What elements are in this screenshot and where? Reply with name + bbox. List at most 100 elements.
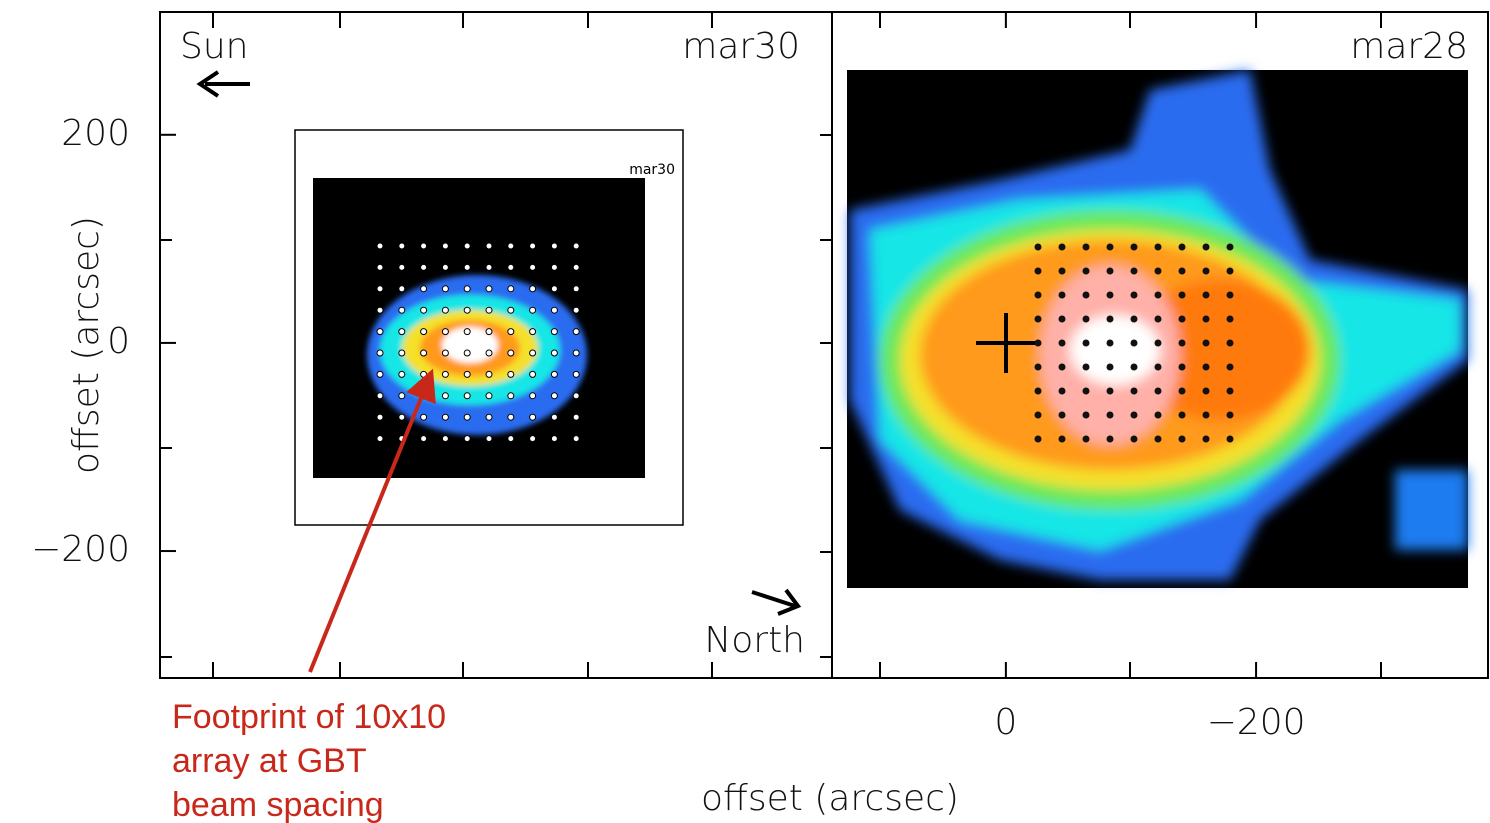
beam-dot	[442, 329, 448, 335]
annotation: North	[704, 620, 805, 661]
beam-dot	[1083, 436, 1090, 443]
beam-dot	[464, 350, 470, 356]
beam-dot	[1107, 388, 1114, 395]
beam-dot	[573, 436, 579, 442]
beam-dot	[1035, 268, 1042, 275]
beam-dot	[551, 393, 557, 399]
beam-dot	[1083, 364, 1090, 371]
beam-dot	[1107, 412, 1114, 419]
figure: mar30 mar30 mar28 Sun North offset (arcs…	[0, 0, 1490, 823]
beam-dot	[573, 414, 579, 420]
beam-dot	[1131, 388, 1138, 395]
beam-dot	[1179, 340, 1186, 347]
beam-dot	[573, 286, 579, 292]
beam-dot	[1131, 292, 1138, 299]
beam-dot	[1155, 268, 1162, 275]
beam-dot	[421, 436, 427, 442]
y-axis-label: offset (arcsec)	[66, 216, 107, 474]
beam-dot	[573, 371, 579, 377]
beam-dot	[377, 350, 383, 356]
beam-dot	[551, 329, 557, 335]
beam-dot	[486, 350, 492, 356]
beam-dot	[1059, 364, 1066, 371]
beam-dot	[1083, 316, 1090, 323]
beam-dot	[399, 329, 405, 335]
beam-dot	[1203, 268, 1210, 275]
beam-dot	[1227, 364, 1234, 371]
beam-dot	[442, 371, 448, 377]
beam-dot	[486, 307, 492, 313]
beam-dot	[573, 393, 579, 399]
beam-dot	[530, 264, 536, 270]
beam-dot	[1179, 436, 1186, 443]
beam-dot	[551, 286, 557, 292]
x-tick-label: 0	[994, 702, 1017, 743]
beam-dot	[1083, 292, 1090, 299]
beam-dot	[464, 436, 470, 442]
beam-dot	[508, 286, 514, 292]
beam-dot	[486, 286, 492, 292]
beam-dot	[377, 436, 383, 442]
beam-dot	[442, 436, 448, 442]
beam-dot	[1083, 340, 1090, 347]
beam-dot	[1227, 316, 1234, 323]
beam-dot	[1203, 316, 1210, 323]
beam-dot	[530, 393, 536, 399]
beam-dot	[1227, 436, 1234, 443]
beam-dot	[377, 307, 383, 313]
beam-dot	[573, 307, 579, 313]
beam-dot	[377, 286, 383, 292]
beam-dot	[1059, 244, 1066, 251]
beam-dot	[1179, 388, 1186, 395]
beam-dot	[530, 414, 536, 420]
beam-dot	[1179, 364, 1186, 371]
heatmap-mar28	[847, 70, 1468, 588]
panel-title: mar28	[1350, 26, 1468, 67]
beam-dot	[442, 264, 448, 270]
beam-dot	[442, 414, 448, 420]
beam-dot	[508, 329, 514, 335]
beam-dot	[1203, 364, 1210, 371]
beam-dot	[508, 414, 514, 420]
beam-dot	[1035, 292, 1042, 299]
beam-dot	[1107, 292, 1114, 299]
beam-dot	[1179, 268, 1186, 275]
beam-dot	[1059, 292, 1066, 299]
x-tick-label: −200	[1207, 702, 1306, 743]
beam-dot	[399, 264, 405, 270]
beam-dot	[421, 329, 427, 335]
beam-dot	[1107, 436, 1114, 443]
beam-dot	[464, 329, 470, 335]
beam-dot	[377, 329, 383, 335]
beam-dot	[1155, 292, 1162, 299]
beam-dot	[399, 243, 405, 249]
beam-dot	[1131, 340, 1138, 347]
beam-dot	[464, 307, 470, 313]
beam-dot	[421, 371, 427, 377]
beam-dot	[421, 264, 427, 270]
beam-dot	[1035, 244, 1042, 251]
beam-dot	[1035, 388, 1042, 395]
inset-title: mar30	[629, 162, 675, 178]
beam-dot	[1131, 364, 1138, 371]
beam-dot	[508, 307, 514, 313]
beam-dot	[486, 414, 492, 420]
beam-dot	[1059, 436, 1066, 443]
beam-dot	[399, 286, 405, 292]
beam-dot	[486, 371, 492, 377]
beam-dot	[1059, 268, 1066, 275]
beam-dot	[1155, 436, 1162, 443]
beam-dot	[464, 371, 470, 377]
beam-dot	[1155, 412, 1162, 419]
annotation: Sun	[180, 26, 248, 67]
beam-dot	[1203, 412, 1210, 419]
beam-dot	[1035, 412, 1042, 419]
beam-dot	[421, 243, 427, 249]
beam-dot	[1107, 244, 1114, 251]
beam-dot	[551, 307, 557, 313]
beam-dot	[1083, 388, 1090, 395]
beam-dot	[530, 350, 536, 356]
beam-dot	[377, 414, 383, 420]
beam-dot	[399, 350, 405, 356]
beam-dot	[1107, 364, 1114, 371]
